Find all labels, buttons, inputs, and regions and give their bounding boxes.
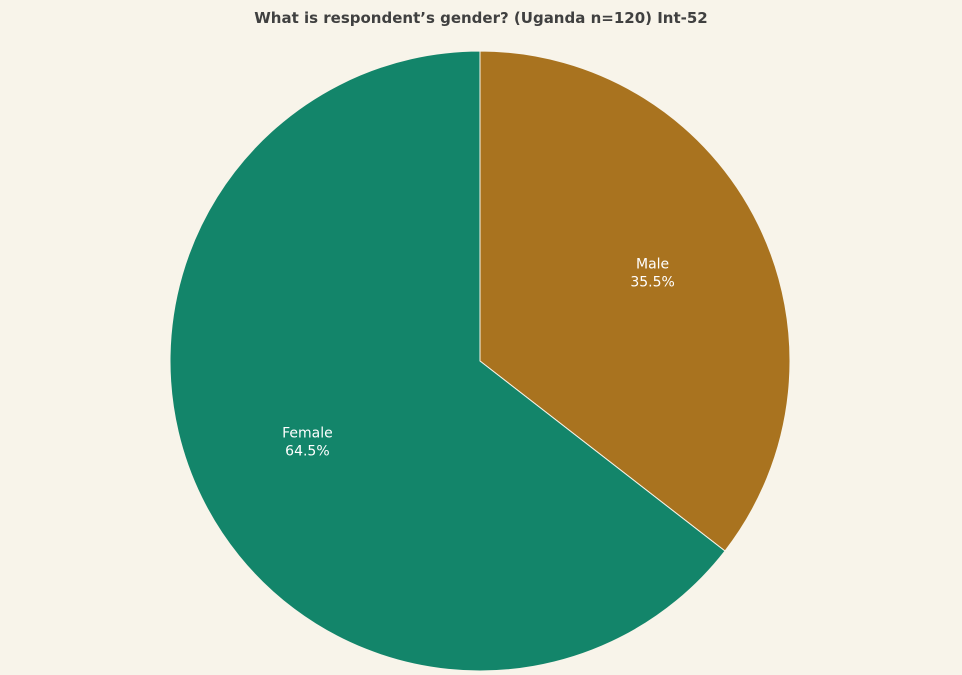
pie-slices (169, 50, 791, 672)
slice-value-male: 35.5% (630, 274, 674, 290)
pie-slice-female (169, 50, 726, 672)
pie-slice-male (479, 50, 791, 552)
slice-value-female: 64.5% (285, 444, 329, 460)
slice-label-male: Male (636, 256, 669, 272)
chart-title: What is respondent’s gender? (Uganda n=1… (254, 9, 708, 27)
slice-label-female: Female (282, 426, 333, 442)
pie-labels: Male 35.5% Female 64.5% (282, 256, 675, 459)
